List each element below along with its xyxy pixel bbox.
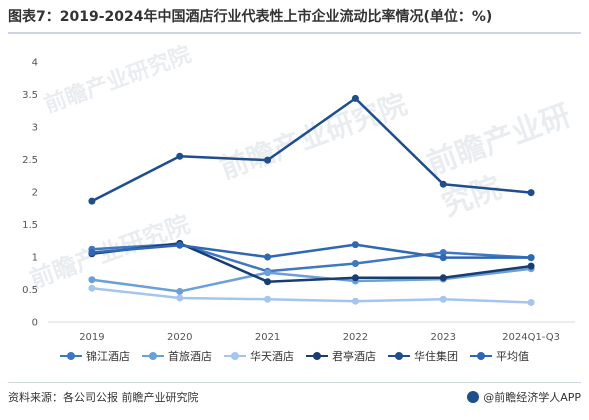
y-tick-label: 0 — [32, 318, 38, 329]
data-point — [439, 180, 447, 188]
data-point — [439, 295, 447, 303]
y-tick-label: 0.5 — [22, 285, 38, 296]
data-point — [351, 274, 359, 282]
data-point — [176, 294, 184, 302]
data-point — [264, 269, 272, 277]
data-point — [439, 274, 447, 282]
legend-marker-icon — [388, 351, 410, 361]
data-point — [351, 241, 359, 249]
legend: 锦江酒店 首旅酒店 华天酒店 君亭酒店 华住集团 平均值 — [0, 346, 589, 366]
legend-label: 华天酒店 — [250, 350, 294, 363]
data-point — [351, 94, 359, 102]
legend-label: 锦江酒店 — [86, 350, 130, 363]
data-point — [351, 260, 359, 267]
legend-item: 锦江酒店 — [60, 348, 130, 364]
data-point — [351, 297, 359, 305]
series-group — [88, 94, 535, 306]
data-point — [527, 262, 535, 270]
data-point — [264, 253, 272, 261]
series-line — [91, 286, 532, 304]
brand-logo-icon — [467, 391, 480, 403]
legend-marker-icon — [60, 351, 82, 361]
legend-marker-icon — [224, 351, 246, 361]
data-point — [264, 156, 272, 164]
title-divider — [8, 32, 581, 34]
data-point — [176, 287, 184, 295]
y-tick-label: 1 — [32, 253, 38, 264]
chart-title: 图表7：2019-2024年中国酒店行业代表性上市企业流动比率情况(单位：%) — [8, 9, 493, 25]
series-6 — [88, 241, 535, 262]
data-point — [88, 197, 96, 205]
data-point — [439, 254, 447, 262]
x-tick-label: 2021 — [255, 332, 280, 343]
data-point — [88, 276, 96, 284]
data-point — [264, 295, 272, 303]
y-tick-label: 3.5 — [22, 90, 38, 101]
data-point — [88, 284, 96, 292]
legend-item: 君亭酒店 — [306, 348, 376, 364]
x-tick-label: 2022 — [343, 332, 368, 343]
data-point — [88, 248, 96, 256]
legend-marker-icon — [470, 351, 492, 361]
series-5 — [88, 94, 535, 205]
y-axis-ticks: 0 0.5 1 1.5 2 2.5 3 3.5 4 — [22, 58, 38, 329]
legend-label: 君亭酒店 — [332, 350, 376, 363]
x-tick-label: 2020 — [167, 332, 192, 343]
y-tick-label: 2 — [32, 188, 38, 199]
series-line — [91, 97, 532, 203]
data-point — [439, 248, 447, 256]
footer-divider — [8, 382, 581, 383]
legend-item: 华住集团 — [388, 348, 458, 364]
series-line — [91, 267, 532, 293]
x-tick-label: 2023 — [431, 332, 456, 343]
data-point — [176, 241, 184, 249]
x-tick-label: 2019 — [79, 332, 104, 343]
legend-item: 首旅酒店 — [142, 348, 212, 364]
data-point — [527, 189, 535, 197]
series-line — [91, 243, 532, 259]
data-point — [176, 152, 184, 160]
y-tick-label: 3 — [32, 123, 38, 134]
legend-item: 华天酒店 — [224, 348, 294, 364]
y-tick-label: 1.5 — [22, 220, 38, 231]
brand-name: @前瞻经济学人APP — [483, 391, 581, 404]
y-tick-label: 2.5 — [22, 155, 38, 166]
footer: 资料来源：各公司公报 前瞻产业研究院 @前瞻经济学人APP — [8, 389, 581, 405]
series-3 — [88, 284, 535, 306]
legend-marker-icon — [306, 351, 328, 361]
legend-label: 首旅酒店 — [168, 350, 212, 363]
x-tick-label: 2024Q1-Q3 — [502, 332, 560, 343]
y-tick-label: 4 — [32, 58, 38, 69]
series-line — [91, 242, 532, 283]
data-point — [264, 278, 272, 286]
x-axis-ticks: 2019 2020 2021 2022 2023 2024Q1-Q3 — [79, 332, 560, 343]
legend-label: 华住集团 — [414, 350, 458, 363]
legend-item: 平均值 — [470, 348, 529, 364]
legend-marker-icon — [142, 351, 164, 361]
brand-mark: @前瞻经济学人APP — [467, 389, 581, 405]
data-point — [527, 299, 535, 306]
source-note: 资料来源：各公司公报 前瞻产业研究院 — [8, 391, 199, 404]
legend-label: 平均值 — [496, 350, 529, 363]
data-point — [527, 254, 535, 262]
